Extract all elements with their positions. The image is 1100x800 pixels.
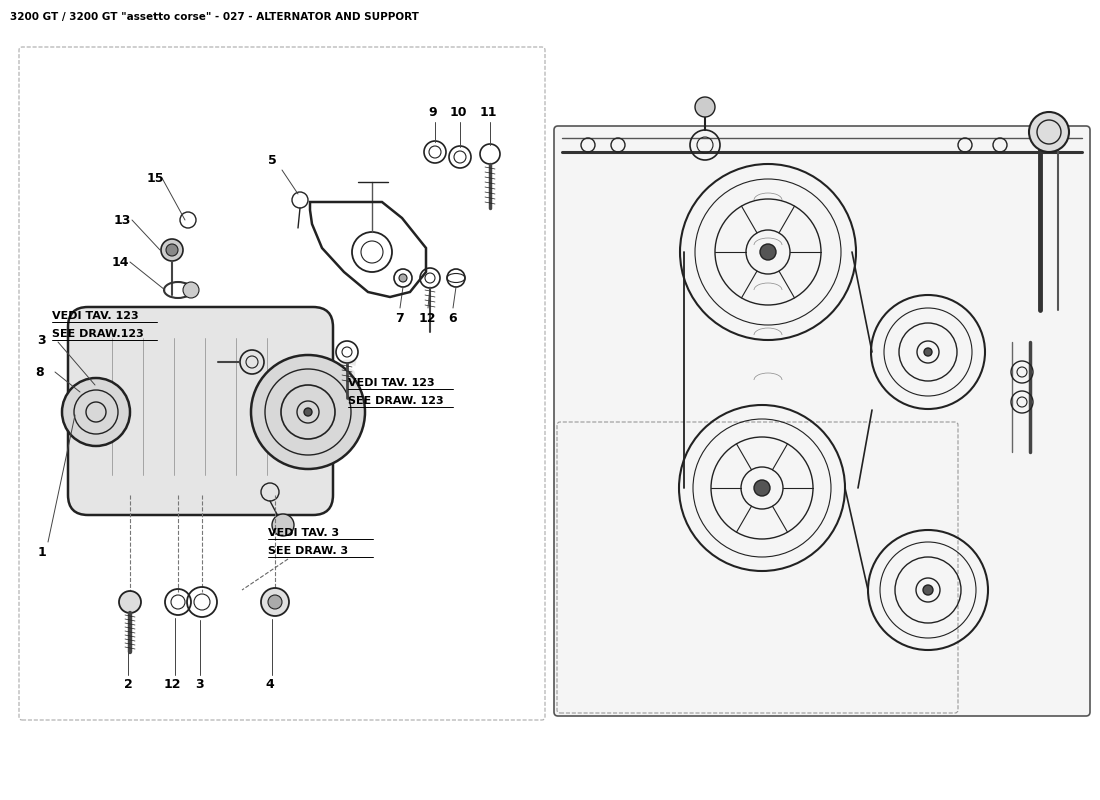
Circle shape xyxy=(924,348,932,356)
Circle shape xyxy=(268,595,282,609)
Text: 9: 9 xyxy=(429,106,438,119)
Text: 4: 4 xyxy=(265,678,274,690)
Text: eurospares: eurospares xyxy=(578,633,823,671)
Text: SEE DRAW. 3: SEE DRAW. 3 xyxy=(268,546,348,556)
Circle shape xyxy=(161,239,183,261)
Circle shape xyxy=(119,591,141,613)
Text: 10: 10 xyxy=(449,106,466,119)
Circle shape xyxy=(399,274,407,282)
Text: VEDI TAV. 3: VEDI TAV. 3 xyxy=(268,528,339,538)
Text: VEDI TAV. 123: VEDI TAV. 123 xyxy=(52,311,139,321)
Text: 3: 3 xyxy=(196,678,205,690)
Text: 13: 13 xyxy=(113,214,131,226)
Text: 14: 14 xyxy=(111,255,129,269)
Text: 15: 15 xyxy=(146,171,164,185)
Text: 11: 11 xyxy=(480,106,497,119)
Circle shape xyxy=(695,97,715,117)
Text: SEE DRAW. 123: SEE DRAW. 123 xyxy=(348,396,443,406)
Circle shape xyxy=(166,244,178,256)
Circle shape xyxy=(304,408,312,416)
Text: 7: 7 xyxy=(396,311,405,325)
Text: 8: 8 xyxy=(35,366,44,378)
Text: 1: 1 xyxy=(37,546,46,558)
Text: 3200 GT / 3200 GT "assetto corse" - 027 - ALTERNATOR AND SUPPORT: 3200 GT / 3200 GT "assetto corse" - 027 … xyxy=(10,12,419,22)
Circle shape xyxy=(754,480,770,496)
Circle shape xyxy=(923,585,933,595)
Text: 12: 12 xyxy=(418,311,436,325)
Text: SEE DRAW.123: SEE DRAW.123 xyxy=(52,329,144,339)
Circle shape xyxy=(261,588,289,616)
Text: 6: 6 xyxy=(449,311,458,325)
Text: 5: 5 xyxy=(267,154,276,166)
Circle shape xyxy=(183,282,199,298)
Text: 12: 12 xyxy=(163,678,180,690)
Circle shape xyxy=(272,514,294,536)
Text: VEDI TAV. 123: VEDI TAV. 123 xyxy=(348,378,435,388)
Circle shape xyxy=(1028,112,1069,152)
Circle shape xyxy=(760,244,775,260)
Circle shape xyxy=(62,378,130,446)
FancyBboxPatch shape xyxy=(68,307,333,515)
FancyBboxPatch shape xyxy=(554,126,1090,716)
Text: eurospares: eurospares xyxy=(112,351,358,389)
Text: 2: 2 xyxy=(123,678,132,690)
Text: 3: 3 xyxy=(37,334,46,346)
Circle shape xyxy=(251,355,365,469)
